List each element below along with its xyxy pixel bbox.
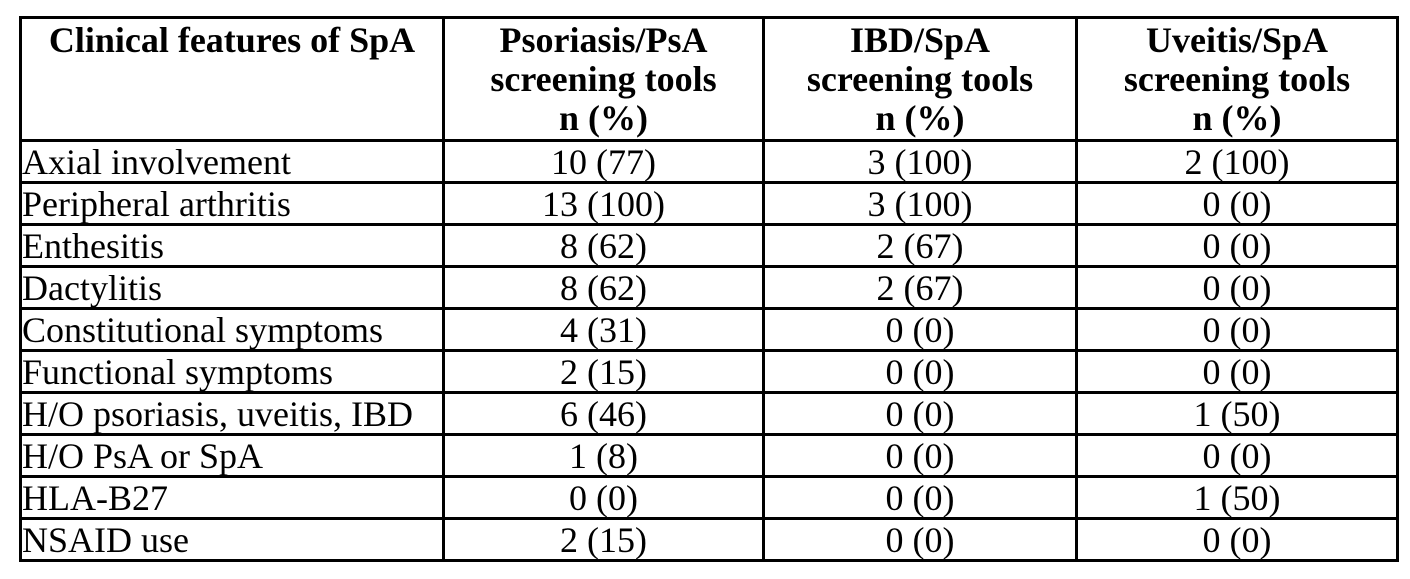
header-line: screening tools bbox=[1123, 59, 1351, 99]
header-line: n (%) bbox=[559, 98, 648, 138]
feature-cell: Dactylitis bbox=[19, 265, 445, 310]
table-row: HLA-B27 0 (0) 0 (0) 1 (50) bbox=[19, 475, 1399, 520]
value-cell: 0 (0) bbox=[1075, 181, 1399, 226]
feature-cell: Axial involvement bbox=[19, 139, 445, 184]
table-body: Axial involvement 10 (77) 3 (100) 2 (100) Pe… bbox=[19, 139, 1399, 562]
feature-cell: Peripheral arthritis bbox=[19, 181, 445, 226]
table-row: H/O psoriasis, uveitis, IBD 6 (46) 0 (0) 1 … bbox=[19, 391, 1399, 436]
header-line: Uveitis/SpA bbox=[1145, 20, 1329, 60]
value-cell: 0 (0) bbox=[1075, 433, 1399, 478]
spa-clinical-features-table: Clinical features of SpA Psoriasis/PsA s… bbox=[19, 16, 1399, 562]
value-cell: 0 (0) bbox=[1075, 307, 1399, 352]
value-cell: 1 (50) bbox=[1075, 475, 1399, 520]
value-cell: 0 (0) bbox=[762, 349, 1078, 394]
value-cell: 0 (0) bbox=[762, 433, 1078, 478]
header-line: screening tools bbox=[490, 59, 717, 99]
value-cell: 13 (100) bbox=[442, 181, 765, 226]
table-header: Clinical features of SpA Psoriasis/PsA s… bbox=[19, 16, 1399, 142]
value-cell: 6 (46) bbox=[442, 391, 765, 436]
value-cell: 1 (50) bbox=[1075, 391, 1399, 436]
header-psoriasis-psa: Psoriasis/PsA screening tools n (%) bbox=[442, 16, 765, 142]
header-line: IBD/SpA bbox=[849, 20, 991, 60]
feature-cell: H/O PsA or SpA bbox=[19, 433, 445, 478]
value-cell: 0 (0) bbox=[1075, 265, 1399, 310]
table-row: Constitutional symptoms 4 (31) 0 (0) 0 (0) bbox=[19, 307, 1399, 352]
feature-cell: Functional symptoms bbox=[19, 349, 445, 394]
header-line: n (%) bbox=[875, 98, 965, 138]
table-row: Functional symptoms 2 (15) 0 (0) 0 (0) bbox=[19, 349, 1399, 394]
header-row: Clinical features of SpA Psoriasis/PsA s… bbox=[19, 16, 1399, 142]
table-row: Dactylitis 8 (62) 2 (67) 0 (0) bbox=[19, 265, 1399, 310]
value-cell: 2 (15) bbox=[442, 517, 765, 562]
value-cell: 3 (100) bbox=[762, 181, 1078, 226]
table-row: NSAID use 2 (15) 0 (0) 0 (0) bbox=[19, 517, 1399, 562]
header-line: n (%) bbox=[1192, 98, 1282, 138]
value-cell: 3 (100) bbox=[762, 139, 1078, 184]
feature-cell: NSAID use bbox=[19, 517, 445, 562]
value-cell: 0 (0) bbox=[762, 391, 1078, 436]
value-cell: 8 (62) bbox=[442, 223, 765, 268]
feature-cell: Enthesitis bbox=[19, 223, 445, 268]
feature-cell: HLA-B27 bbox=[19, 475, 445, 520]
value-cell: 2 (100) bbox=[1075, 139, 1399, 184]
value-cell: 2 (67) bbox=[762, 265, 1078, 310]
value-cell: 0 (0) bbox=[762, 307, 1078, 352]
feature-cell: Constitutional symptoms bbox=[19, 307, 445, 352]
header-line: Psoriasis/PsA bbox=[499, 20, 708, 60]
header-line: screening tools bbox=[806, 59, 1034, 99]
value-cell: 0 (0) bbox=[1075, 349, 1399, 394]
value-cell: 0 (0) bbox=[442, 475, 765, 520]
value-cell: 0 (0) bbox=[762, 475, 1078, 520]
value-cell: 10 (77) bbox=[442, 139, 765, 184]
spa-table-container: Clinical features of SpA Psoriasis/PsA s… bbox=[19, 16, 1399, 562]
value-cell: 4 (31) bbox=[442, 307, 765, 352]
header-clinical-features: Clinical features of SpA bbox=[19, 16, 445, 142]
value-cell: 0 (0) bbox=[762, 517, 1078, 562]
header-ibd-spa: IBD/SpA screening tools n (%) bbox=[762, 16, 1078, 142]
value-cell: 8 (62) bbox=[442, 265, 765, 310]
value-cell: 0 (0) bbox=[1075, 517, 1399, 562]
table-row: Enthesitis 8 (62) 2 (67) 0 (0) bbox=[19, 223, 1399, 268]
table-row: Peripheral arthritis 13 (100) 3 (100) 0 (0) bbox=[19, 181, 1399, 226]
value-cell: 2 (67) bbox=[762, 223, 1078, 268]
header-uveitis-spa: Uveitis/SpA screening tools n (%) bbox=[1075, 16, 1399, 142]
value-cell: 1 (8) bbox=[442, 433, 765, 478]
table-row: Axial involvement 10 (77) 3 (100) 2 (100) bbox=[19, 139, 1399, 184]
value-cell: 0 (0) bbox=[1075, 223, 1399, 268]
feature-cell: H/O psoriasis, uveitis, IBD bbox=[19, 391, 445, 436]
value-cell: 2 (15) bbox=[442, 349, 765, 394]
table-row: H/O PsA or SpA 1 (8) 0 (0) 0 (0) bbox=[19, 433, 1399, 478]
